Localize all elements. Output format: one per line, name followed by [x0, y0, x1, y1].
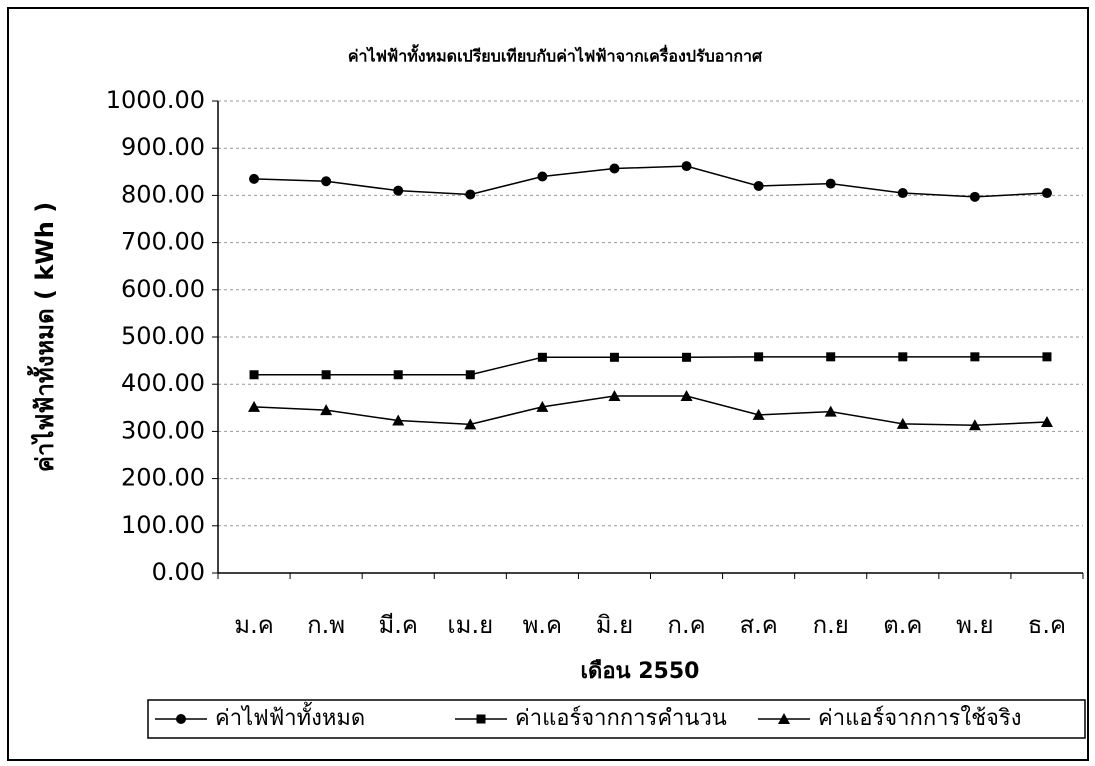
y-tick-label: 300.00: [121, 416, 205, 444]
marker: [682, 352, 692, 362]
marker: [248, 400, 261, 412]
marker: [896, 417, 909, 429]
marker: [537, 352, 547, 362]
marker: [536, 400, 549, 412]
marker: [680, 390, 693, 401]
x-tick-label: ก.ย: [813, 611, 849, 639]
marker: [465, 189, 476, 200]
y-tick-label: 800.00: [121, 180, 205, 208]
y-tick-label: 100.00: [121, 511, 205, 539]
legend-label: ค่าไฟฟ้าทั้งหมด: [215, 702, 365, 731]
marker: [609, 163, 620, 174]
marker: [778, 713, 790, 724]
x-tick-label: พ.ย: [956, 611, 994, 639]
marker: [321, 176, 332, 187]
legend-label: ค่าแอร์จากการใช้จริง: [818, 705, 1021, 731]
marker: [1042, 352, 1052, 362]
y-tick-label: 500.00: [121, 322, 205, 350]
series-line: [254, 165, 1047, 198]
marker: [464, 418, 477, 430]
chart-title: ค่าไฟฟ้าทั้งหมดเปรียบเทียบกับค่าไฟฟ้าจาก…: [348, 44, 763, 66]
marker: [393, 185, 404, 196]
y-tick-label: 600.00: [121, 275, 205, 303]
x-tick-label: พ.ค: [523, 611, 563, 639]
marker: [969, 191, 980, 202]
series-line: [254, 356, 1047, 376]
marker: [824, 405, 837, 417]
marker: [249, 173, 260, 184]
marker: [249, 370, 259, 380]
y-tick-label: 0.00: [152, 558, 205, 586]
marker: [1040, 415, 1053, 427]
marker: [970, 352, 980, 362]
y-tick-label: 200.00: [121, 464, 205, 492]
x-tick-label: ก.ค: [667, 611, 705, 639]
marker: [681, 161, 692, 172]
x-tick-label: ส.ค: [739, 611, 777, 639]
x-tick-label: ม.ค: [234, 611, 274, 639]
marker: [752, 408, 765, 420]
legend-label: ค่าแอร์จากการคำนวน: [515, 706, 727, 731]
marker: [321, 370, 331, 380]
x-tick-label: ธ.ค: [1028, 611, 1066, 639]
y-tick-label: 400.00: [121, 369, 205, 397]
series-line: [254, 395, 1047, 427]
marker: [897, 188, 908, 199]
y-axis-label: ค่าไฟฟ้าทั้งหมด ( kWh ): [26, 202, 59, 472]
marker: [393, 370, 403, 380]
marker: [465, 370, 475, 380]
x-tick-label: เม.ย: [447, 611, 493, 639]
x-tick-label: มี.ค: [378, 611, 418, 639]
marker: [608, 390, 621, 401]
marker: [826, 352, 836, 362]
marker: [537, 171, 548, 182]
marker: [320, 404, 333, 416]
marker: [1041, 188, 1052, 199]
y-tick-label: 900.00: [121, 133, 205, 161]
legend-box: [147, 699, 1086, 739]
x-tick-label: มิ.ย: [596, 611, 634, 639]
marker: [609, 352, 619, 362]
marker: [392, 414, 405, 426]
marker: [825, 178, 836, 189]
y-tick-label: 1000.00: [106, 86, 205, 114]
marker: [754, 352, 764, 362]
y-tick-label: 700.00: [121, 228, 205, 256]
x-axis-label: เดือน 2550: [581, 659, 700, 684]
marker: [476, 714, 486, 724]
marker: [753, 180, 764, 191]
x-tick-label: ก.พ: [307, 611, 345, 639]
marker: [898, 352, 908, 362]
x-tick-label: ต.ค: [883, 611, 922, 639]
marker: [968, 419, 981, 431]
marker: [176, 714, 186, 724]
